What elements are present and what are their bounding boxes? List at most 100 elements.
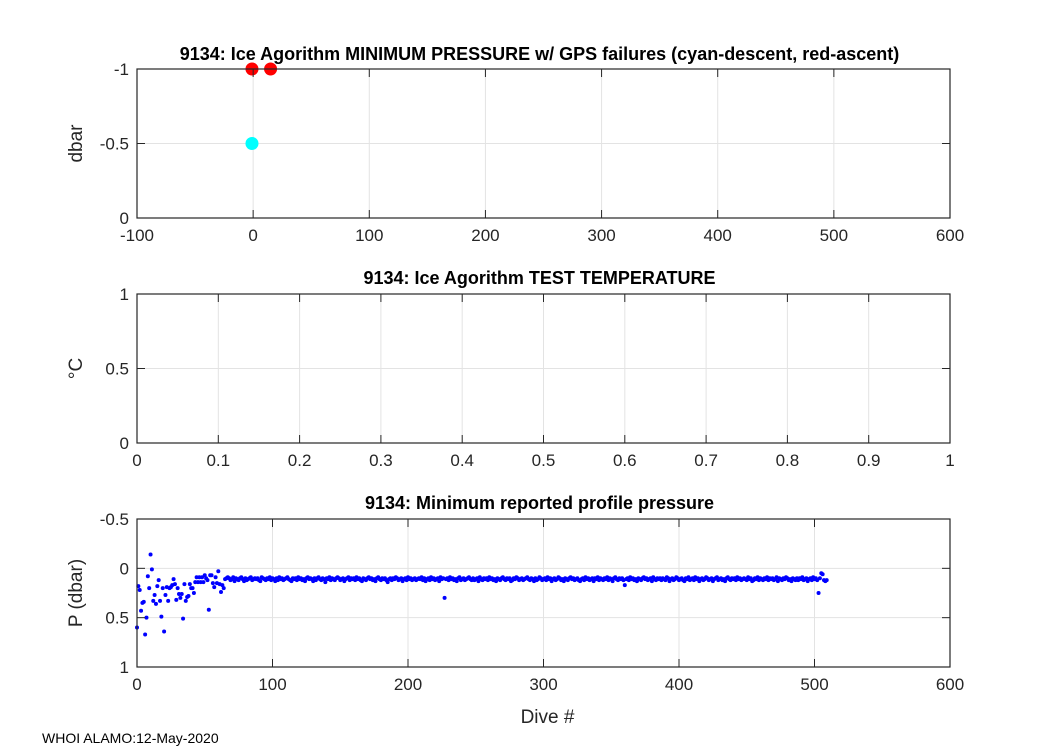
x-tick-label: 0.6 [613, 451, 637, 470]
x-tick-label: 200 [394, 675, 422, 694]
y-axis-label: dbar [66, 124, 87, 163]
data-point [221, 586, 226, 591]
data-point [160, 586, 165, 591]
chart-title: 9134: Ice Agorithm MINIMUM PRESSURE w/ G… [180, 44, 900, 64]
y-axis-label: °C [66, 358, 87, 379]
data-point [155, 584, 160, 589]
x-tick-label: -100 [120, 226, 154, 245]
data-point [820, 572, 825, 577]
data-point [186, 593, 191, 598]
data-point [442, 595, 447, 600]
data-point [183, 598, 188, 603]
data-point [137, 588, 142, 593]
x-tick-label: 0.3 [369, 451, 393, 470]
data-point [622, 583, 627, 588]
x-tick-label: 0.4 [450, 451, 474, 470]
data-point [323, 580, 328, 585]
x-tick-label: 500 [800, 675, 828, 694]
x-tick-label: 300 [587, 226, 615, 245]
data-point [153, 601, 158, 606]
data-point [245, 137, 259, 150]
x-axis-label: Dive # [521, 707, 575, 728]
x-tick-label: 0.5 [532, 451, 556, 470]
x-tick-label: 0.7 [694, 451, 718, 470]
x-tick-label: 0.1 [206, 451, 230, 470]
x-tick-label: 600 [936, 226, 964, 245]
data-point [156, 578, 161, 583]
x-tick-label: 100 [258, 675, 286, 694]
data-point [145, 574, 150, 579]
data-point [213, 575, 218, 580]
x-tick-label: 300 [529, 675, 557, 694]
y-axis-label: P (dbar) [66, 559, 87, 627]
series-descent [245, 137, 259, 150]
x-tick-label: 0 [132, 451, 141, 470]
y-tick-label: -1 [114, 60, 129, 79]
data-point [163, 592, 168, 597]
y-tick-label: 0.5 [105, 609, 129, 628]
data-point [219, 590, 224, 595]
axes-2: 0 0.1 0.2 0.3 0.4 0.5 0.6 0.7 0.8 0.9 1 0 0.5 1 9134: … [66, 268, 955, 470]
y-tick-label: 1 [120, 658, 129, 677]
y-tick-label: 0 [120, 209, 129, 228]
data-point [210, 581, 215, 586]
y-tick-label: 0 [120, 559, 129, 578]
data-point [175, 586, 180, 591]
data-point [151, 598, 156, 603]
data-point [817, 576, 822, 581]
data-point [162, 629, 167, 634]
data-point [171, 577, 176, 582]
data-point [144, 615, 149, 620]
x-tick-label: 100 [355, 226, 383, 245]
axes-3: 0 100 200 300 400 500 600 -0.5 0 0.5 1 9134: Minimu… [66, 493, 964, 728]
data-point [166, 598, 171, 603]
data-point [216, 569, 221, 574]
data-point [212, 585, 217, 590]
series-min-pressure [135, 552, 829, 637]
y-tick-label: 0 [120, 434, 129, 453]
data-point [141, 599, 146, 604]
x-tick-label: 0.2 [288, 451, 312, 470]
data-point [147, 586, 152, 591]
y-tick-label: -0.5 [100, 510, 129, 529]
x-tick-label: 0 [132, 675, 141, 694]
chart-title: 9134: Minimum reported profile pressure [365, 493, 714, 513]
data-point [178, 595, 183, 600]
x-tick-label: 500 [820, 226, 848, 245]
data-point [148, 552, 153, 557]
data-point [190, 586, 195, 591]
y-tick-label: 0.5 [105, 360, 129, 379]
data-point [201, 580, 206, 585]
data-point [152, 592, 157, 597]
data-point [158, 598, 163, 603]
data-point [816, 591, 821, 595]
x-tick-label: 400 [665, 675, 693, 694]
data-point [159, 614, 164, 619]
data-point [205, 578, 210, 583]
data-point [824, 578, 829, 583]
x-tick-label: 1 [945, 451, 954, 470]
footer-text: WHOI ALAMO:12-May-2020 [42, 730, 219, 746]
data-point [187, 582, 192, 587]
data-point [174, 597, 179, 602]
data-point [139, 608, 144, 613]
x-tick-label: 400 [704, 226, 732, 245]
data-point [191, 591, 196, 595]
data-point [258, 579, 263, 584]
data-point [206, 607, 211, 612]
data-point [149, 567, 154, 572]
data-point [181, 616, 186, 621]
data-point [143, 632, 148, 637]
x-tick-label: 0.8 [776, 451, 800, 470]
x-tick-label: 0 [248, 226, 257, 245]
x-tick-label: 0.9 [857, 451, 881, 470]
chart-title: 9134: Ice Agorithm TEST TEMPERATURE [363, 268, 715, 288]
x-tick-label: 600 [936, 675, 964, 694]
x-tick-label: 200 [471, 226, 499, 245]
data-point [209, 573, 214, 578]
y-tick-label: -0.5 [100, 135, 129, 154]
y-tick-label: 1 [120, 285, 129, 304]
data-point [182, 582, 187, 587]
